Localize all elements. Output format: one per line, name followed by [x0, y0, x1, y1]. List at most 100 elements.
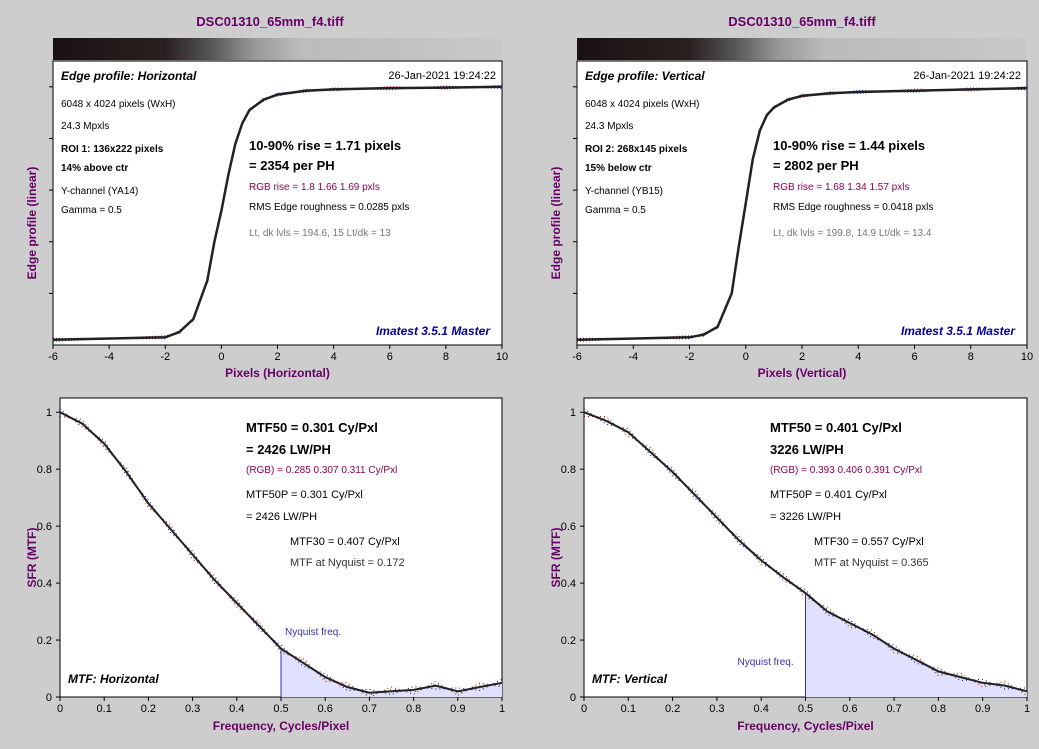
edge-x-tick-label: 10 [1021, 351, 1033, 363]
edge-plot-label: Edge profile: Horizontal [61, 69, 197, 83]
levels-text: Lt, dk lvls = 194.6, 15 Lt/dk = 13 [249, 228, 391, 239]
edge-y-axis-label: Edge profile (linear) [25, 167, 39, 280]
edge-x-tick-label: 0 [218, 351, 224, 363]
edge-plot-area [52, 60, 503, 346]
mtf-x-tick-label: 1 [1024, 703, 1030, 715]
mtf-x-tick-label: 0.3 [709, 703, 724, 715]
rise-text: 10-90% rise = 1.44 pixels [773, 138, 925, 153]
edge-x-axis-label: Pixels (Horizontal) [225, 366, 330, 380]
edge-x-tick-label: 4 [331, 351, 337, 363]
mtf50p-lwph-text: = 2426 LW/PH [246, 511, 317, 523]
rms-roughness-text: RMS Edge roughness = 0.0418 pxls [773, 202, 933, 213]
edge-x-tick-label: 8 [968, 351, 974, 363]
mtf50-rgb-text: (RGB) = 0.285 0.307 0.311 Cy/Pxl [246, 465, 397, 476]
roi-position-text: 15% below ctr [585, 163, 652, 174]
edge-x-tick-label: 10 [496, 351, 508, 363]
mtf-y-axis-label: SFR (MTF) [549, 528, 563, 588]
edge-image-strip [53, 38, 502, 60]
rise-per-ph-text: = 2802 per PH [773, 158, 859, 173]
roi-text: ROI 2: 268x145 pixels [585, 144, 688, 155]
roi-text: ROI 1: 136x222 pixels [61, 144, 164, 155]
panel-title: DSC01310_65mm_f4.tiff [728, 14, 876, 29]
rise-text: 10-90% rise = 1.71 pixels [249, 138, 401, 153]
edge-x-tick-label: 8 [443, 351, 449, 363]
megapixel-text: 24.3 Mpxls [585, 121, 633, 132]
edge-plot-area [576, 60, 1028, 346]
mtf30-text: MTF30 = 0.407 Cy/Pxl [290, 536, 400, 548]
mtf-y-tick-label: 0.6 [37, 521, 52, 533]
edge-x-tick-label: -6 [572, 351, 582, 363]
nyquist-region [281, 648, 502, 697]
mtf-y-tick-label: 0.6 [561, 521, 576, 533]
mtf-y-tick-label: 1 [46, 407, 52, 419]
mtf-x-tick-label: 1 [499, 703, 505, 715]
image-size-text: 6048 x 4024 pixels (WxH) [61, 99, 176, 110]
mtf-x-tick-label: 0.2 [141, 703, 156, 715]
rms-roughness-text: RMS Edge roughness = 0.0285 pxls [249, 202, 409, 213]
mtf-y-axis-label: SFR (MTF) [25, 528, 39, 588]
mtf-red-curve [584, 416, 1028, 697]
mtf-nyquist-text: MTF at Nyquist = 0.365 [814, 557, 929, 569]
mtf-green-curve [583, 414, 1028, 695]
mtf-y-tick-label: 0.8 [561, 464, 576, 476]
mtf-x-axis-label: Frequency, Cycles/Pixel [737, 719, 874, 733]
edge-x-tick-label: 4 [855, 351, 861, 363]
edge-date: 26-Jan-2021 19:24:22 [388, 70, 496, 82]
mtf-x-tick-label: 0.6 [842, 703, 857, 715]
mtf50-text: MTF50 = 0.301 Cy/Pxl [246, 420, 378, 435]
edge-x-tick-label: -2 [160, 351, 170, 363]
mtf50-rgb-text: (RGB) = 0.393 0.406 0.391 Cy/Pxl [770, 465, 922, 476]
mtf-y-tick-label: 1 [570, 407, 576, 419]
mtf-x-tick-label: 0.1 [621, 703, 636, 715]
imatest-brand: Imatest 3.5.1 Master [901, 324, 1016, 338]
panel-title: DSC01310_65mm_f4.tiff [196, 14, 344, 29]
edge-x-tick-label: 6 [387, 351, 393, 363]
mtf-x-tick-label: 0.6 [318, 703, 333, 715]
edge-x-tick-label: -4 [104, 351, 114, 363]
edge-x-tick-label: 2 [799, 351, 805, 363]
mtf-x-tick-label: 0.9 [975, 703, 990, 715]
gamma-text: Gamma = 0.5 [585, 205, 646, 216]
mtf30-text: MTF30 = 0.557 Cy/Pxl [814, 536, 924, 548]
image-size-text: 6048 x 4024 pixels (WxH) [585, 99, 700, 110]
mtf-x-tick-label: 0.8 [406, 703, 421, 715]
mtf-x-tick-label: 0.5 [273, 703, 288, 715]
mtf50-lwph-text: = 2426 LW/PH [246, 442, 331, 457]
edge-x-tick-label: -2 [685, 351, 695, 363]
edge-x-tick-label: -6 [48, 351, 58, 363]
edge-x-tick-label: 2 [274, 351, 280, 363]
edge-profile-curve [576, 86, 1028, 342]
edge-image-strip [577, 38, 1027, 60]
mtf-x-tick-label: 0.9 [450, 703, 465, 715]
edge-x-axis-label: Pixels (Vertical) [758, 366, 847, 380]
edge-profile-curve [52, 85, 503, 342]
mtf-curve [59, 411, 503, 694]
nyquist-label: Nyquist freq. [285, 627, 341, 638]
mtf-curve [583, 411, 1028, 693]
mtf50-lwph-text: 3226 LW/PH [770, 442, 844, 457]
mtf50-text: MTF50 = 0.401 Cy/Pxl [770, 420, 902, 435]
mtf-x-tick-label: 0.3 [185, 703, 200, 715]
mtf-x-axis-label: Frequency, Cycles/Pixel [213, 719, 350, 733]
edge-date: 26-Jan-2021 19:24:22 [913, 70, 1021, 82]
mtf-x-tick-label: 0.2 [665, 703, 680, 715]
mtf-y-tick-label: 0.2 [561, 635, 576, 647]
levels-text: Lt, dk lvls = 199.8, 14.9 Lt/dk = 13.4 [773, 228, 932, 239]
nyquist-region [805, 593, 1027, 697]
mtf-x-tick-label: 0 [57, 703, 63, 715]
mtf-blue-curve [59, 408, 503, 696]
edge-x-tick-label: 0 [743, 351, 749, 363]
mtf-x-tick-label: 0.4 [754, 703, 769, 715]
mtf-plot-label: MTF: Horizontal [68, 672, 159, 686]
imatest-brand: Imatest 3.5.1 Master [376, 324, 491, 338]
edge-plot-label: Edge profile: Vertical [585, 69, 705, 83]
mtf50p-text: MTF50P = 0.401 Cy/Pxl [770, 489, 887, 501]
mtf-x-tick-label: 0.7 [886, 703, 901, 715]
edge-x-tick-label: -4 [628, 351, 638, 363]
mtf-y-tick-label: 0.2 [37, 635, 52, 647]
mtf-y-tick-label: 0.8 [37, 464, 52, 476]
mtf-y-tick-label: 0 [46, 692, 52, 704]
mtf-y-tick-label: 0.4 [561, 578, 576, 590]
megapixel-text: 24.3 Mpxls [61, 121, 109, 132]
